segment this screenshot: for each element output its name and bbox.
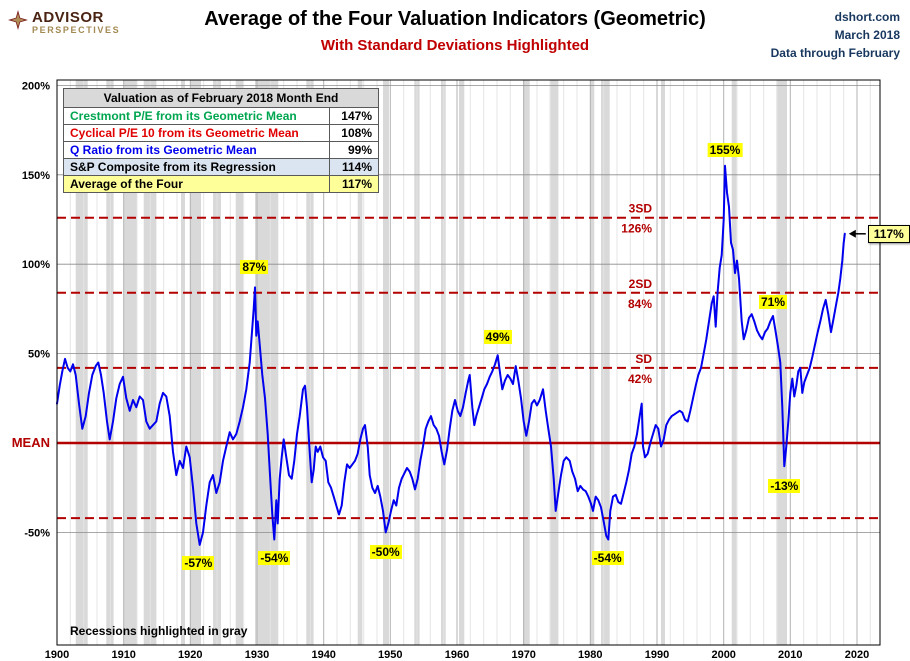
svg-text:1970: 1970: [511, 649, 535, 661]
svg-text:150%: 150%: [22, 170, 50, 182]
legend-row: Crestmont P/E from its Geometric Mean 147…: [64, 108, 378, 125]
svg-text:50%: 50%: [28, 349, 50, 361]
y-axis-labels: 200% 150% 100% 50% MEAN -50%: [12, 80, 50, 539]
svg-text:1920: 1920: [178, 649, 202, 661]
svg-text:2SD: 2SD: [629, 277, 653, 291]
chart-subtitle: With Standard Deviations Highlighted: [320, 37, 590, 54]
legend-row-label: Cyclical P/E 10 from its Geometric Mean: [70, 126, 299, 140]
legend-row: Average of the Four 117%: [64, 176, 378, 192]
svg-text:MEAN: MEAN: [12, 435, 50, 450]
source-block: dshort.com March 2018 Data through Febru…: [771, 8, 900, 62]
legend-row-value: 99%: [329, 142, 378, 158]
svg-text:100%: 100%: [22, 259, 50, 271]
svg-text:1900: 1900: [45, 649, 69, 661]
recession-footnote: Recessions highlighted in gray: [70, 624, 248, 638]
svg-text:3SD: 3SD: [629, 202, 653, 216]
svg-text:42%: 42%: [628, 372, 652, 386]
logo: ADVISOR PERSPECTIVES: [8, 10, 120, 37]
plot-border: [56, 79, 881, 646]
compass-icon: [8, 10, 28, 30]
svg-text:84%: 84%: [628, 297, 652, 311]
legend-row-value: 114%: [329, 159, 378, 175]
svg-text:1930: 1930: [245, 649, 269, 661]
svg-text:1990: 1990: [645, 649, 669, 661]
valuation-summary-table: Valuation as of February 2018 Month End C…: [63, 88, 379, 193]
legend-row: S&P Composite from its Regression 114%: [64, 159, 378, 176]
logo-advisor: ADVISOR: [32, 9, 104, 26]
logo-perspectives: PERSPECTIVES: [32, 25, 121, 35]
source-date: March 2018: [834, 28, 900, 42]
legend-row: Q Ratio from its Geometric Mean 99%: [64, 142, 378, 159]
svg-text:SD: SD: [635, 352, 652, 366]
sd-labels: 3SD 126% 2SD 84% SD 42%: [621, 202, 652, 386]
svg-text:126%: 126%: [621, 222, 652, 236]
valuation-series-line: [56, 164, 846, 546]
legend-row-label: Crestmont P/E from its Geometric Mean: [70, 109, 297, 123]
svg-text:1910: 1910: [111, 649, 135, 661]
chart-title: Average of the Four Valuation Indicators…: [204, 8, 706, 30]
legend-row-value: 117%: [329, 176, 378, 192]
svg-text:200%: 200%: [22, 80, 50, 92]
sd-lines: [57, 216, 880, 520]
svg-text:2010: 2010: [778, 649, 802, 661]
legend-row-label: Average of the Four: [70, 177, 183, 191]
svg-text:2020: 2020: [845, 649, 869, 661]
legend-row-value: 147%: [329, 108, 378, 124]
svg-text:1960: 1960: [445, 649, 469, 661]
source-site: dshort.com: [834, 10, 900, 24]
legend-row-value: 108%: [329, 125, 378, 141]
svg-text:2000: 2000: [711, 649, 735, 661]
data-through: Data through February: [770, 46, 900, 60]
svg-text:-50%: -50%: [24, 527, 50, 539]
svg-text:1980: 1980: [578, 649, 602, 661]
legend-row-label: S&P Composite from its Regression: [70, 160, 276, 174]
x-axis-labels: 1900 1910 1920 1930 1940 1950 1960 1970 1980 1990…: [45, 649, 869, 661]
legend-row-label: Q Ratio from its Geometric Mean: [70, 143, 257, 157]
legend-row: Cyclical P/E 10 from its Geometric Mean 1…: [64, 125, 378, 142]
legend-header: Valuation as of February 2018 Month End: [64, 89, 378, 108]
svg-text:1950: 1950: [378, 649, 402, 661]
svg-text:1940: 1940: [311, 649, 335, 661]
current-value-arrowhead: [848, 229, 856, 238]
